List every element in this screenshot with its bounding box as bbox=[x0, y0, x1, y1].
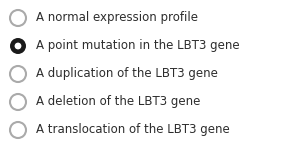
Ellipse shape bbox=[10, 66, 26, 82]
Text: A normal expression profile: A normal expression profile bbox=[36, 12, 198, 25]
Ellipse shape bbox=[10, 122, 26, 138]
Ellipse shape bbox=[10, 38, 26, 54]
Text: A deletion of the LBT3 gene: A deletion of the LBT3 gene bbox=[36, 96, 200, 109]
Text: A translocation of the LBT3 gene: A translocation of the LBT3 gene bbox=[36, 124, 230, 136]
Ellipse shape bbox=[10, 94, 26, 110]
Text: A duplication of the LBT3 gene: A duplication of the LBT3 gene bbox=[36, 67, 218, 80]
Ellipse shape bbox=[10, 10, 26, 26]
Text: A point mutation in the LBT3 gene: A point mutation in the LBT3 gene bbox=[36, 40, 240, 52]
Ellipse shape bbox=[15, 43, 21, 49]
